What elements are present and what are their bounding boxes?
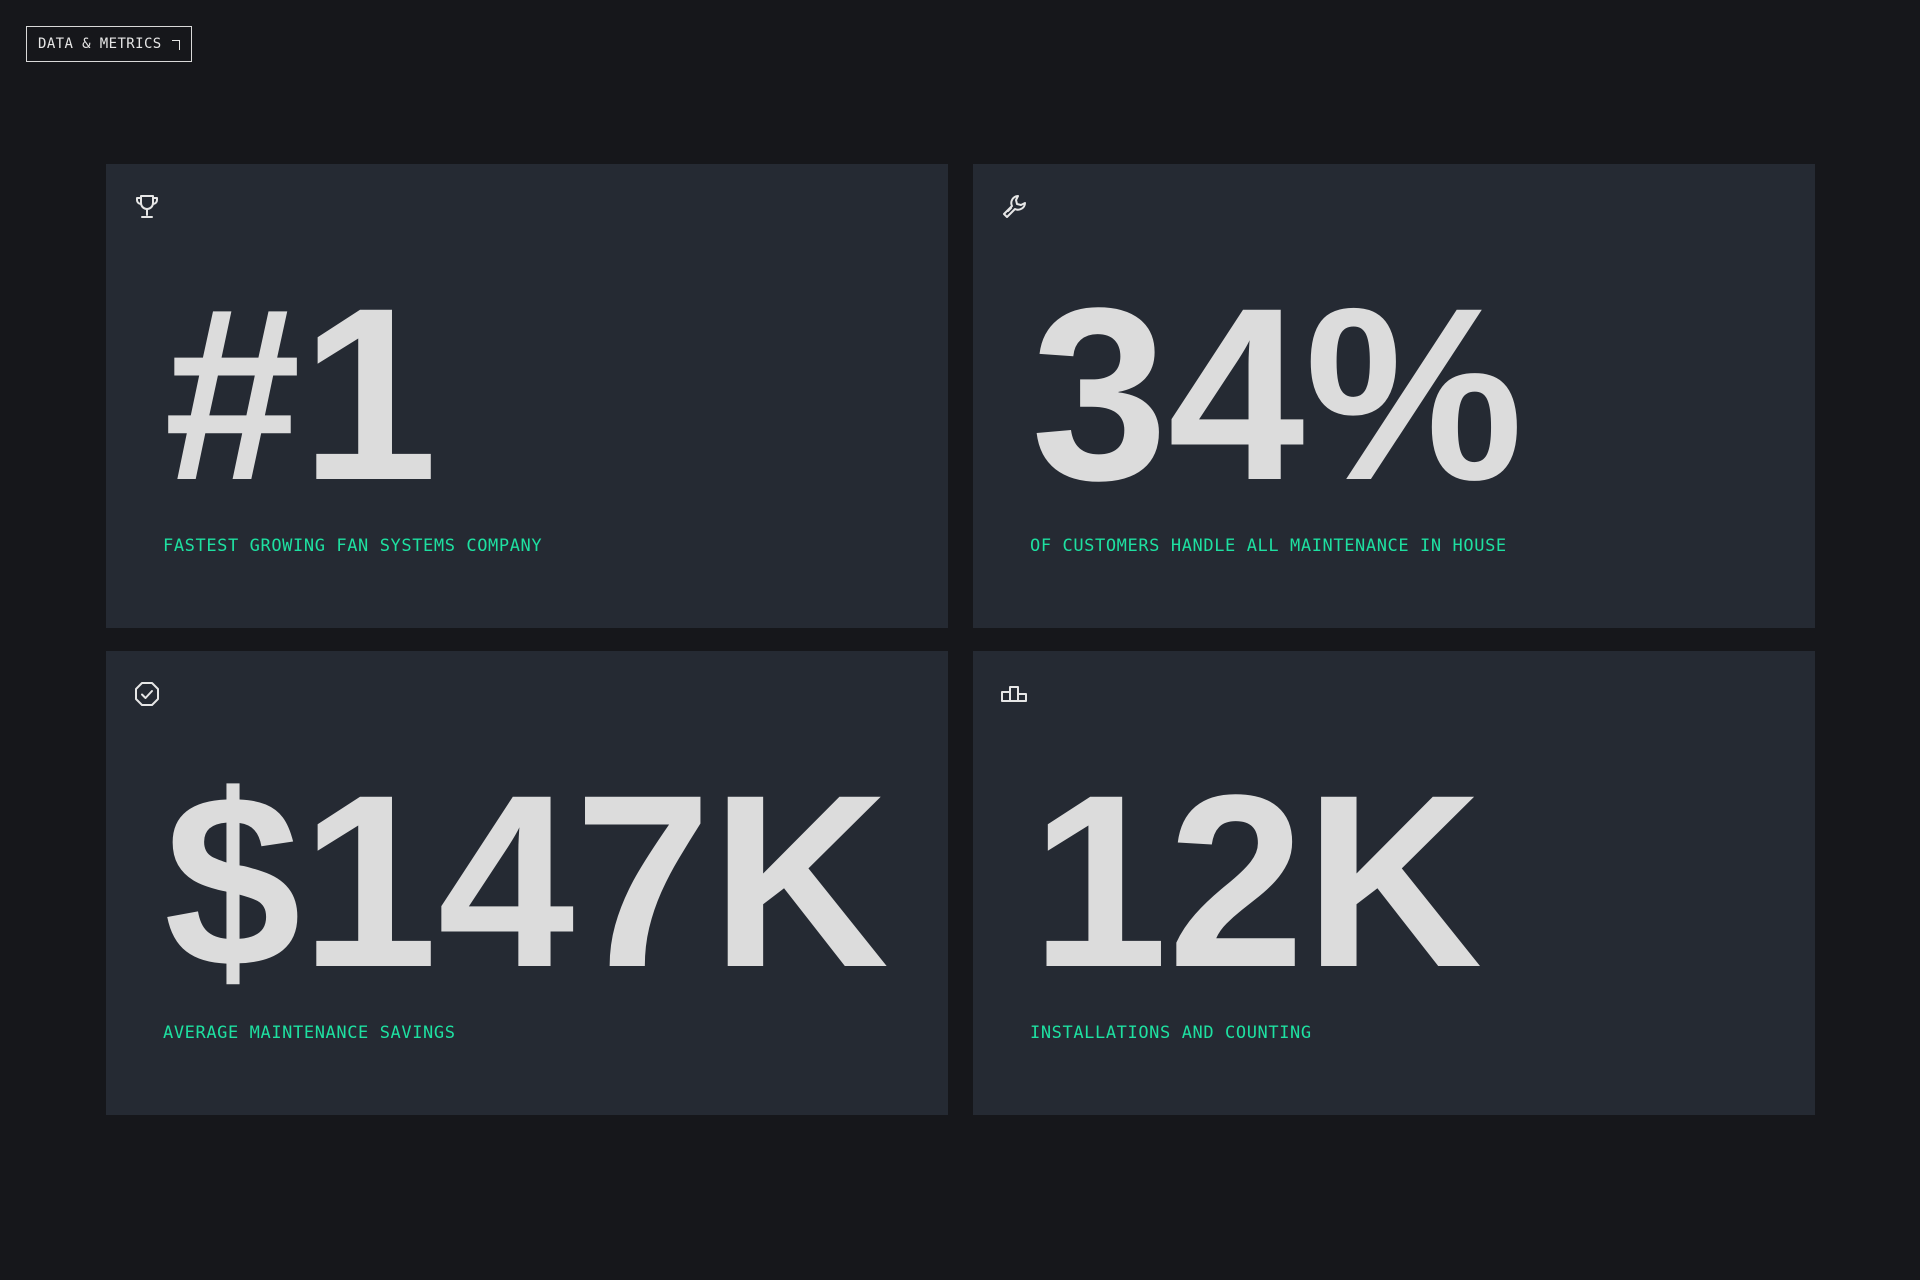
badge-check-icon [135,682,159,706]
metric-card-ranking: #1 FASTEST GROWING FAN SYSTEMS COMPANY [106,164,948,628]
trophy-icon [136,195,158,218]
metric-value: $147K [164,744,889,1019]
metric-value: 12K [1031,744,1483,1019]
podium-icon [1001,686,1027,702]
metric-label: FASTEST GROWING FAN SYSTEMS COMPANY [163,536,543,556]
metric-card-savings: $147K AVERAGE MAINTENANCE SAVINGS [106,651,948,1115]
metric-value: 34% [1031,257,1524,532]
corner-arrow-icon [171,40,180,50]
metric-label: AVERAGE MAINTENANCE SAVINGS [163,1023,456,1043]
metric-card-in-house-maintenance: 34% OF CUSTOMERS HANDLE ALL MAINTENANCE … [973,164,1815,628]
section-tag: DATA & METRICS [26,26,192,62]
section-tag-label: DATA & METRICS [38,36,162,52]
metric-value: #1 [164,257,438,532]
metric-card-installations: 12K INSTALLATIONS AND COUNTING [973,651,1815,1115]
wrench-icon [1003,195,1026,218]
metric-label: INSTALLATIONS AND COUNTING [1030,1023,1312,1043]
metric-label: OF CUSTOMERS HANDLE ALL MAINTENANCE IN H… [1030,536,1507,556]
